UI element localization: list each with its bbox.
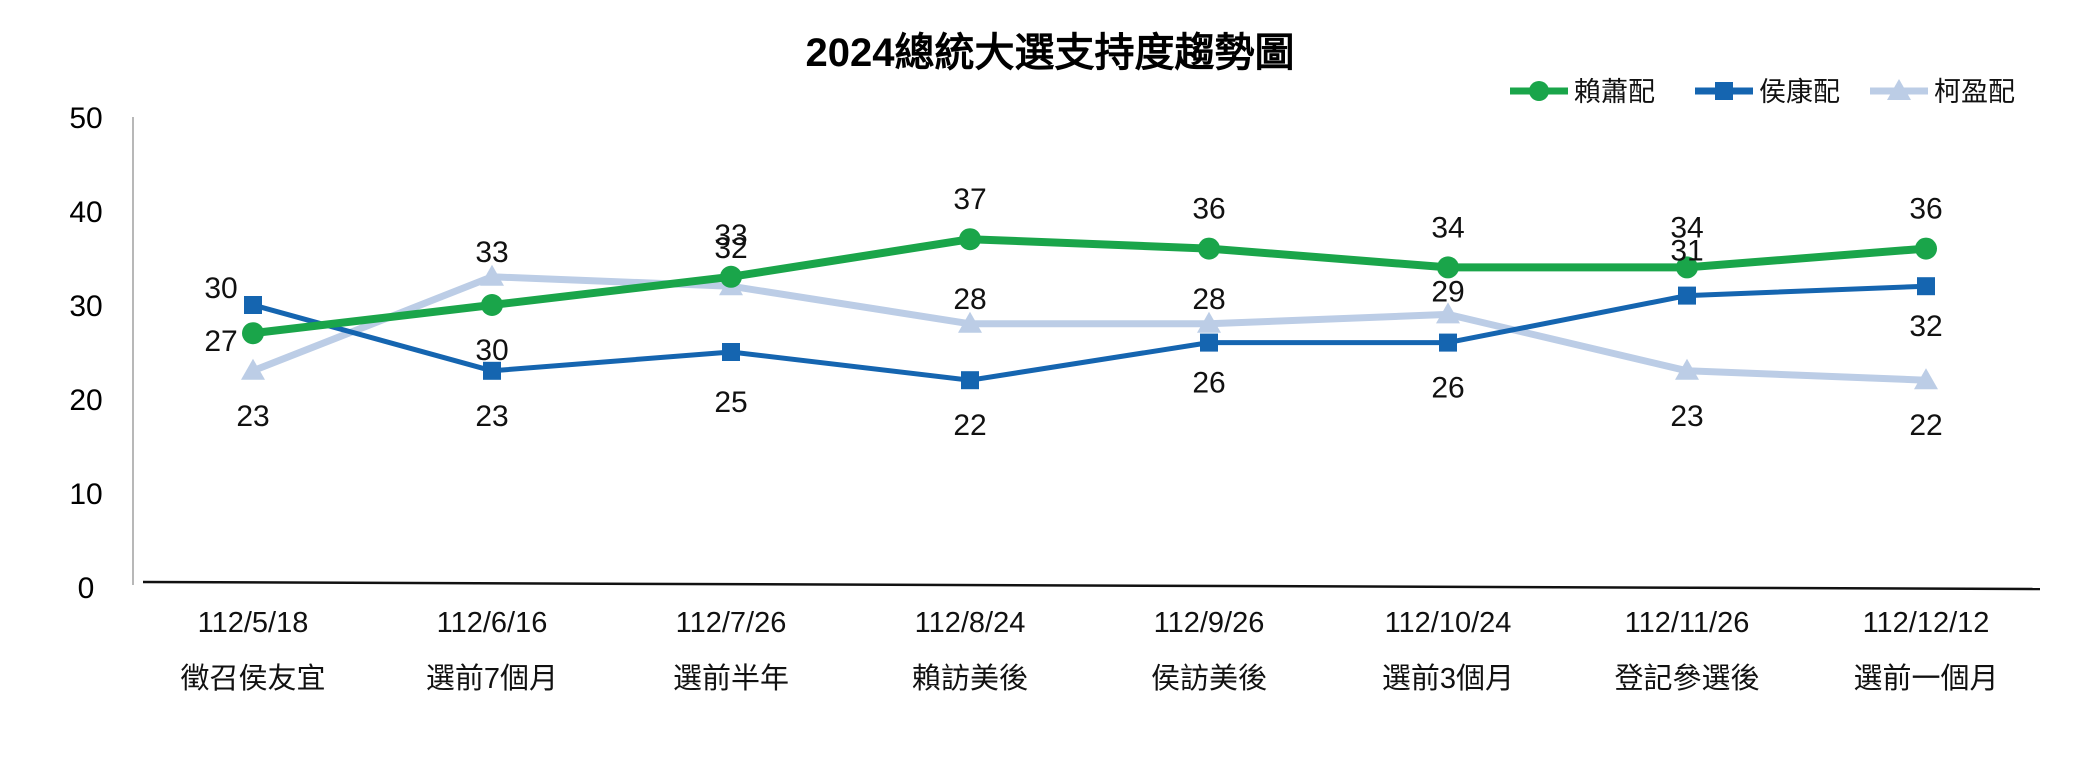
y-tick-label: 40 — [69, 196, 102, 229]
x-tick-label-event: 登記參選後 — [1614, 662, 1759, 695]
data-label: 25 — [714, 386, 747, 419]
data-label: 31 — [1670, 235, 1703, 268]
x-tick-label-event: 選前7個月 — [426, 662, 558, 695]
legend-item: 賴蕭配 — [1510, 77, 1655, 107]
data-point — [1197, 311, 1221, 333]
series-lines — [251, 235, 1927, 384]
data-point — [1678, 286, 1696, 305]
y-tick-label: 50 — [69, 102, 102, 135]
y-tick-label: 30 — [69, 290, 102, 323]
data-point — [1439, 333, 1457, 352]
data-point — [720, 265, 742, 288]
data-point — [1917, 277, 1935, 296]
data-label: 28 — [953, 283, 986, 316]
x-tick-label-date: 112/8/24 — [915, 607, 1026, 639]
x-tick-label-date: 112/9/26 — [1154, 607, 1265, 639]
legend-marker — [1529, 81, 1549, 101]
legend-marker — [1715, 82, 1733, 100]
data-label: 23 — [1670, 400, 1703, 433]
series-markers — [241, 228, 1938, 390]
x-tick-label-date: 112/6/16 — [437, 607, 548, 639]
data-label: 32 — [1909, 310, 1942, 343]
legend-item: 柯盈配 — [1870, 77, 2015, 107]
x-tick-label-date: 112/5/18 — [198, 607, 309, 639]
data-point — [1198, 237, 1220, 260]
data-point — [241, 358, 265, 380]
series-line — [252, 283, 1927, 383]
legend-marker — [1887, 79, 1911, 100]
data-point — [1675, 358, 1699, 380]
x-tick-label-event: 侯訪美後 — [1151, 662, 1267, 695]
data-label: 26 — [1431, 372, 1464, 405]
data-label: 33 — [475, 236, 508, 269]
data-label: 33 — [714, 219, 747, 252]
data-point — [1436, 302, 1460, 324]
data-label: 28 — [1192, 283, 1225, 316]
data-point — [1200, 333, 1218, 352]
x-tick-label-date: 112/11/26 — [1625, 607, 1750, 639]
axes: 0 10 20 30 40 50 112/5/18 徵召侯友宜 112/6/16 選前7個月 112… — [69, 102, 2041, 695]
x-tick-label-date: 112/10/24 — [1385, 607, 1512, 639]
data-point — [958, 311, 982, 333]
data-label: 30 — [475, 334, 508, 367]
series-line — [251, 273, 1927, 384]
legend-label: 賴蕭配 — [1574, 77, 1655, 107]
data-label: 32 — [714, 232, 747, 265]
data-point — [242, 322, 264, 345]
data-point — [1676, 256, 1698, 279]
data-point — [1437, 256, 1459, 279]
data-label: 26 — [1192, 367, 1225, 400]
data-point — [722, 343, 740, 361]
x-tick-label-event: 賴訪美後 — [912, 662, 1028, 695]
x-axis-line — [142, 580, 2041, 591]
y-tick-label: 20 — [69, 384, 102, 417]
x-tick-label-date: 112/7/26 — [676, 607, 787, 639]
data-label: 29 — [1431, 275, 1464, 308]
y-tick-label: 10 — [69, 478, 102, 511]
data-label: 30 — [204, 272, 237, 305]
data-label: 37 — [953, 183, 986, 216]
x-tick-label-event: 選前半年 — [673, 662, 789, 695]
legend: 賴蕭配 侯康配 柯盈配 — [1510, 77, 2015, 107]
legend-label: 柯盈配 — [1934, 77, 2015, 107]
data-point — [959, 228, 981, 251]
data-label: 23 — [236, 400, 269, 433]
data-point — [1914, 368, 1938, 390]
data-point — [1915, 237, 1937, 260]
data-point — [244, 296, 262, 314]
y-tick-label: 0 — [78, 572, 95, 605]
data-point — [480, 264, 504, 286]
chart-title: 2024總統大選支持度趨勢圖 — [806, 31, 1295, 75]
data-label: 27 — [204, 325, 237, 358]
data-label: 22 — [1909, 409, 1942, 442]
data-point — [483, 361, 501, 380]
legend-label: 侯康配 — [1759, 77, 1840, 107]
data-label: 22 — [953, 409, 986, 442]
x-tick-label-date: 112/12/12 — [1863, 607, 1990, 639]
data-label: 36 — [1909, 193, 1942, 226]
data-label: 34 — [1431, 211, 1464, 244]
x-tick-label-event: 選前3個月 — [1382, 662, 1514, 695]
data-label: 34 — [1670, 211, 1703, 244]
data-point — [481, 294, 503, 316]
data-label: 23 — [475, 400, 508, 433]
x-tick-label-event: 選前一個月 — [1853, 662, 1998, 695]
x-tick-label-event: 徵召侯友宜 — [180, 662, 325, 695]
series-line — [252, 235, 1927, 338]
data-point — [961, 371, 979, 390]
legend-item: 侯康配 — [1695, 77, 1840, 107]
data-label: 36 — [1192, 193, 1225, 226]
